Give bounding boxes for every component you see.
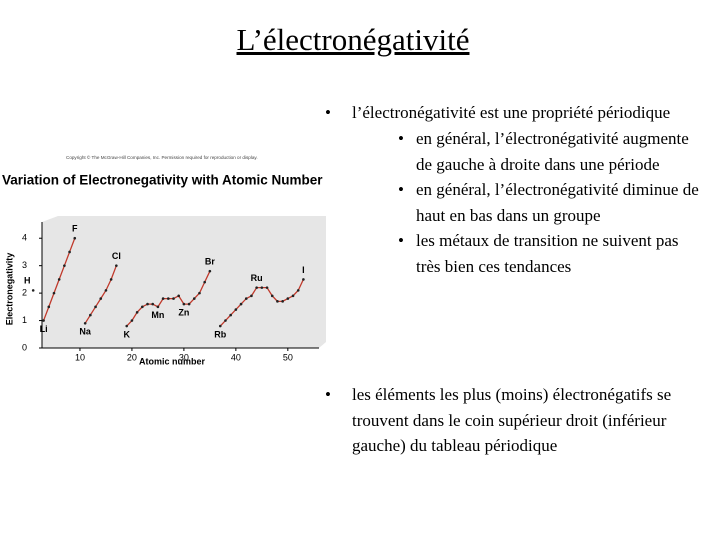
data-point (125, 324, 129, 328)
bullet-text: les éléments les plus (moins) électronég… (352, 385, 672, 455)
data-point (177, 294, 180, 298)
data-point (104, 289, 108, 292)
data-point (57, 278, 61, 281)
data-point (47, 305, 51, 309)
data-point (270, 294, 274, 298)
x-axis-label: Atomic number (139, 356, 206, 366)
data-point (151, 302, 155, 306)
x-tick-label: 40 (231, 352, 241, 362)
sub-bullet-text: en général, l’électronégativité augmente… (416, 129, 689, 174)
y-tick-label: 2 (22, 287, 27, 297)
y-tick-label: 0 (22, 342, 27, 352)
data-point (239, 302, 243, 306)
data-point (291, 294, 295, 298)
data-point (63, 264, 66, 267)
data-point (141, 305, 144, 309)
bullet-marker: • (398, 180, 404, 199)
x-tick-label: 10 (75, 352, 85, 362)
data-point (187, 302, 191, 306)
data-point (203, 280, 206, 284)
bullet-marker: • (398, 231, 404, 250)
data-point (255, 286, 258, 289)
point-label: Ru (251, 273, 263, 283)
slide-title: L’électronégativité (236, 22, 470, 57)
copyright: Copyright © The McGraw-Hill Companies, I… (66, 154, 258, 160)
data-point (135, 311, 139, 314)
y-tick-label: 4 (22, 233, 27, 243)
point-label: Br (205, 257, 215, 267)
data-point (172, 297, 175, 300)
x-tick-label: 20 (127, 352, 137, 362)
data-point (265, 286, 269, 289)
data-point (218, 324, 222, 328)
data-point (89, 313, 92, 317)
point-label: Cl (112, 251, 121, 261)
data-point (229, 313, 232, 317)
point-label: Rb (214, 329, 226, 339)
data-point (167, 297, 170, 300)
bullet-marker: • (325, 103, 331, 122)
data-point (115, 264, 118, 267)
data-point (244, 297, 248, 300)
point-label: Zn (178, 307, 189, 317)
plot-background (42, 216, 326, 348)
bullet-marker: • (398, 129, 404, 148)
data-point (99, 297, 103, 300)
data-point (94, 305, 97, 309)
data-point (31, 289, 35, 292)
data-point (182, 302, 186, 306)
sub-bullet-text: en général, l’électronégativité diminue … (416, 180, 699, 225)
point-label: H (24, 276, 31, 286)
data-point (73, 236, 77, 240)
point-label: Mn (151, 310, 164, 320)
chart-title: Variation of Electronegativity with Atom… (2, 173, 323, 188)
data-point (234, 308, 238, 311)
data-point (130, 319, 134, 322)
bullet-text: l’électronégativité est une propriété pé… (352, 103, 671, 122)
x-tick-label: 30 (179, 352, 189, 362)
point-label: I (302, 265, 305, 275)
data-point (52, 291, 56, 295)
data-point (208, 269, 212, 273)
y-tick-label: 1 (22, 315, 27, 325)
data-point (276, 300, 279, 303)
data-point (198, 291, 201, 295)
data-point (296, 289, 300, 292)
data-point (250, 294, 253, 298)
data-point (302, 278, 305, 281)
y-tick-label: 3 (22, 260, 27, 270)
data-point (224, 319, 227, 322)
y-axis-label: Electronegativity (4, 253, 14, 326)
point-label: Li (40, 324, 48, 334)
data-point (281, 300, 284, 303)
data-point (42, 319, 45, 322)
data-point (109, 278, 113, 281)
data-point (260, 286, 264, 289)
data-point (161, 297, 165, 300)
data-point (68, 250, 71, 254)
bullet-marker: • (325, 385, 331, 404)
data-point (286, 297, 290, 300)
data-point (83, 322, 87, 325)
x-tick-label: 50 (283, 352, 293, 362)
data-point (192, 297, 196, 300)
point-label: F (72, 224, 78, 234)
sub-bullet-text: les métaux de transition ne suivent pas … (416, 231, 679, 276)
point-label: Na (79, 327, 91, 337)
chart: Copyright © The McGraw-Hill Companies, I… (2, 154, 326, 366)
point-label: K (123, 329, 130, 339)
data-point (156, 305, 160, 309)
data-point (146, 302, 149, 306)
